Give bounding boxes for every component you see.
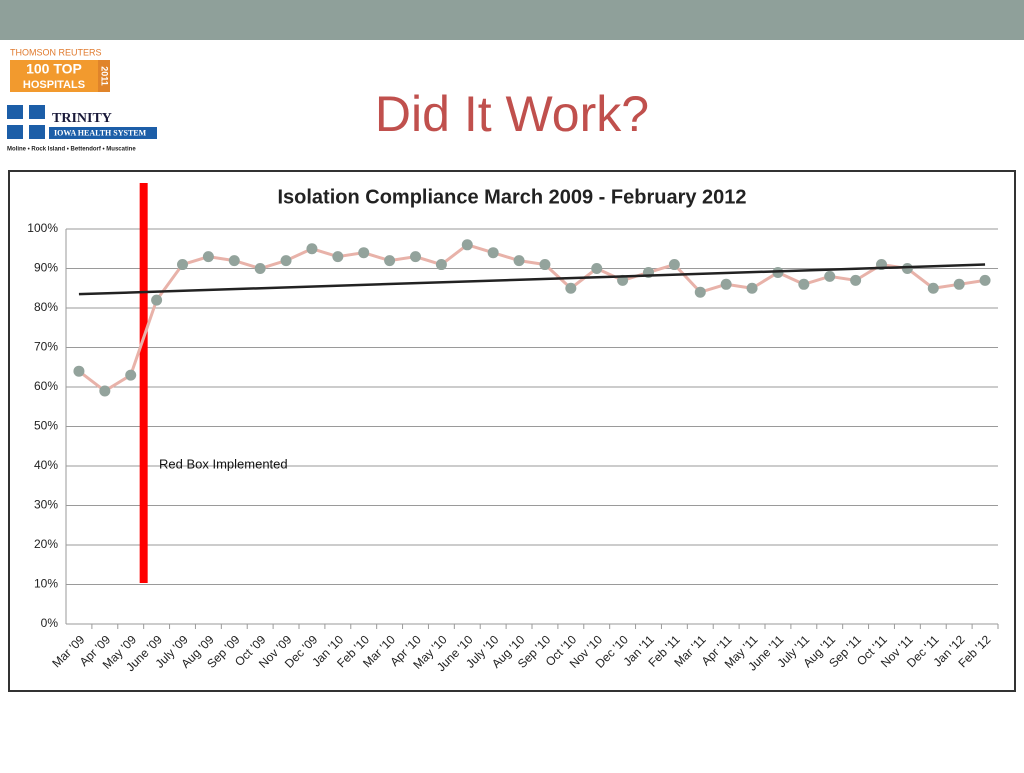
y-tick-label: 90%: [34, 261, 58, 275]
data-point: [487, 247, 499, 259]
marker-line: [139, 183, 148, 583]
chart-frame: [8, 170, 1016, 692]
data-point: [73, 365, 85, 377]
data-point: [901, 263, 913, 274]
y-tick-label: 20%: [34, 537, 58, 551]
data-point: [332, 251, 344, 263]
trendline: [78, 263, 986, 296]
logo-year: 2011: [100, 66, 110, 86]
y-tick-label: 80%: [34, 300, 58, 314]
y-tick-label: 40%: [34, 458, 58, 472]
data-point: [565, 282, 577, 294]
data-point: [668, 259, 680, 271]
y-tick-label: 50%: [34, 419, 58, 433]
data-point: [177, 259, 188, 271]
data-point: [694, 286, 706, 298]
slide-title: Did It Work?: [375, 86, 649, 142]
data-point: [410, 251, 421, 263]
data-point: [927, 282, 939, 294]
data-point: [953, 278, 965, 290]
org-logo-cross: [7, 119, 45, 125]
data-point: [151, 294, 163, 306]
y-tick-label: 30%: [34, 498, 58, 512]
data-point: [280, 255, 292, 267]
top-bar: [0, 0, 1024, 40]
logo-year-box: [98, 60, 110, 92]
data-point: [461, 239, 473, 251]
logo-box: [10, 60, 98, 92]
org-locations: Moline • Rock Island • Bettendorf • Musc…: [7, 147, 136, 153]
y-tick-label: 0%: [41, 616, 59, 630]
logo-line: 100 TOP: [26, 61, 82, 77]
org-sub: IOWA HEALTH SYSTEM: [54, 128, 147, 137]
data-point: [202, 251, 214, 263]
data-point: [306, 243, 318, 255]
org-sub-box: [49, 127, 157, 139]
annotation: Red Box Implemented: [159, 456, 288, 471]
logo-top: THOMSON REUTERS: [10, 47, 102, 57]
data-point: [591, 263, 603, 274]
data-point: [979, 274, 991, 286]
data-point: [513, 255, 525, 267]
data-point: [99, 385, 111, 397]
data-point: [254, 263, 266, 274]
data-point: [746, 282, 758, 294]
data-point: [824, 270, 836, 282]
data-point: [720, 278, 732, 290]
org-name: TRINITY: [52, 111, 112, 126]
data-point: [798, 278, 810, 290]
chart-title: Isolation Compliance March 2009 - Februa…: [277, 186, 746, 208]
data-point: [850, 274, 862, 286]
y-tick-label: 100%: [27, 221, 58, 235]
y-tick-label: 70%: [34, 340, 58, 354]
y-tick-label: 60%: [34, 379, 58, 393]
data-point: [384, 255, 396, 267]
data-point: [435, 259, 447, 271]
data-point: [539, 259, 551, 271]
y-tick-label: 10%: [34, 577, 58, 591]
logo-line: HOSPITALS: [23, 79, 85, 91]
data-point: [125, 369, 137, 381]
data-point: [228, 255, 240, 267]
data-point: [358, 247, 370, 259]
